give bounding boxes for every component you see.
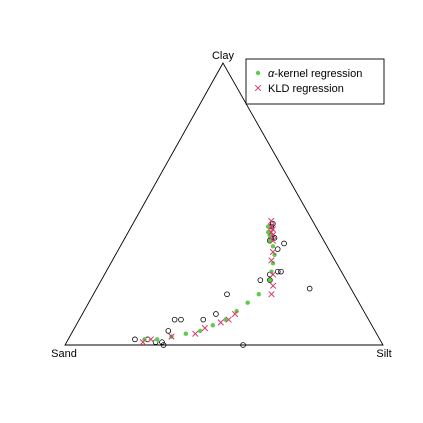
observed-point xyxy=(278,268,284,275)
legend-marker-kld xyxy=(254,84,262,92)
alpha-kernel-point xyxy=(142,337,147,342)
observed-point xyxy=(267,277,273,283)
legend-key-alpha-kernel xyxy=(255,70,261,76)
vertex-label-silt: Silt xyxy=(376,348,391,360)
kld-point xyxy=(147,336,154,343)
kld-point xyxy=(269,271,277,278)
kld-series xyxy=(139,217,277,346)
observed-point xyxy=(132,336,138,343)
legend-key-kld xyxy=(254,84,262,92)
observed-point xyxy=(200,316,207,323)
observed-point xyxy=(213,311,219,317)
observed-point xyxy=(271,235,278,241)
kld-point xyxy=(269,231,277,239)
vertex-label-clay: Clay xyxy=(212,50,235,62)
alpha-kernel-point xyxy=(245,300,250,305)
alpha-kernel-point xyxy=(267,277,273,283)
vertex-label-sand: Sand xyxy=(51,348,77,360)
observed-point xyxy=(270,220,276,227)
alpha-kernel-point xyxy=(197,328,203,334)
kld-point xyxy=(268,257,275,264)
kld-point xyxy=(192,330,199,337)
legend-label-alpha-symbol: α xyxy=(268,68,275,80)
kld-point xyxy=(269,248,277,256)
observed-points xyxy=(132,220,313,348)
alpha-kernel-point xyxy=(267,232,272,238)
alpha-kernel-series xyxy=(142,224,277,342)
alpha-kernel-point xyxy=(265,224,271,229)
alpha-kernel-point xyxy=(272,252,277,257)
observed-point xyxy=(281,240,287,247)
legend-marker-alpha-kernel xyxy=(255,70,261,76)
observed-point xyxy=(165,328,172,334)
alpha-kernel-point xyxy=(269,269,274,274)
kld-point xyxy=(217,319,224,326)
observed-point xyxy=(171,316,178,323)
legend: α-kernel regression KLD regression xyxy=(245,58,385,105)
alpha-kernel-point xyxy=(234,308,239,314)
ternary-triangle xyxy=(64,62,384,346)
kld-point xyxy=(168,333,175,340)
observed-point xyxy=(257,277,264,283)
alpha-kernel-point xyxy=(270,244,276,249)
alpha-kernel-point xyxy=(155,337,160,342)
kld-point xyxy=(225,316,232,323)
kld-point xyxy=(139,339,147,346)
legend-label-kld: KLD regression xyxy=(268,83,344,95)
legend-label-alpha-rest: -kernel regression xyxy=(274,68,362,80)
observed-point xyxy=(240,342,246,348)
observed-point xyxy=(224,291,230,298)
kld-point xyxy=(269,282,277,289)
kld-point xyxy=(231,310,239,318)
observed-point xyxy=(306,285,313,292)
kld-point xyxy=(201,324,209,332)
alpha-kernel-point xyxy=(256,292,261,297)
alpha-kernel-point xyxy=(210,323,215,328)
observed-point xyxy=(159,339,165,345)
alpha-kernel-point xyxy=(267,238,272,243)
legend-box xyxy=(245,58,385,105)
observed-point xyxy=(178,316,184,323)
alpha-kernel-point xyxy=(183,331,188,336)
alpha-kernel-point xyxy=(270,261,276,266)
kld-point xyxy=(269,237,277,244)
alpha-kernel-point xyxy=(223,317,228,322)
observed-point xyxy=(160,342,167,348)
legend-label-alpha-kernel: α-kernel regression xyxy=(268,68,362,80)
kld-point xyxy=(268,217,275,225)
observed-point xyxy=(266,237,273,244)
kld-point xyxy=(268,291,275,298)
observed-point xyxy=(274,246,281,252)
